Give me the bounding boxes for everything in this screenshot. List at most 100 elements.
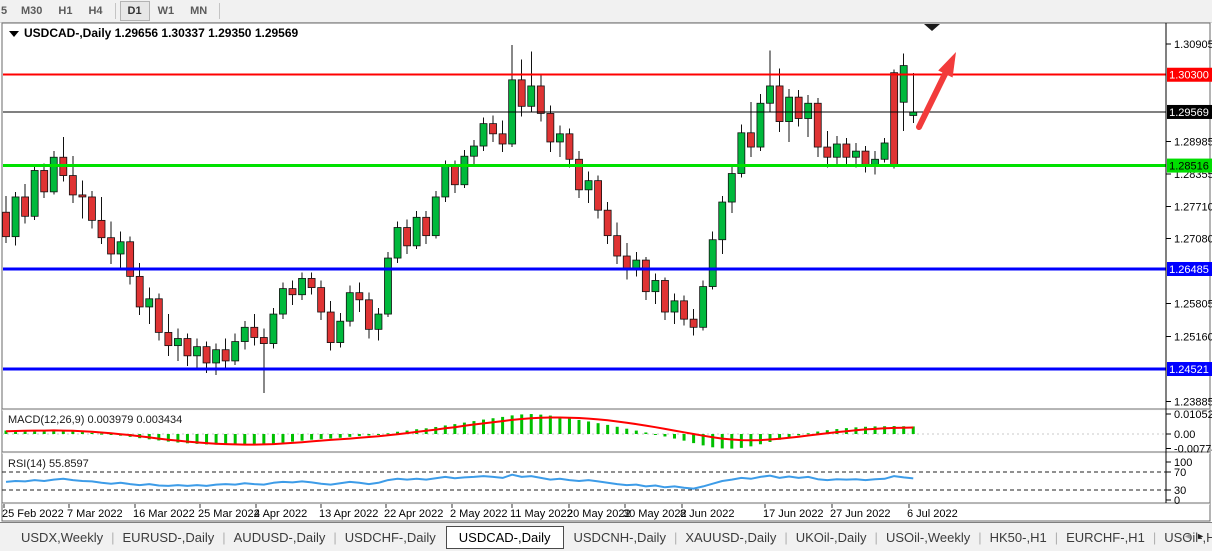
macd-histogram-bar — [883, 426, 887, 434]
macd-histogram-bar — [71, 431, 75, 434]
macd-histogram-bar — [23, 430, 27, 434]
candle-body — [40, 170, 49, 193]
candle-body — [355, 292, 364, 301]
macd-histogram-bar — [396, 431, 400, 434]
macd-histogram-bar — [510, 415, 514, 434]
tab-scroll-right-icon[interactable]: ► — [1196, 531, 1209, 541]
timeframe-button-w1[interactable]: W1 — [157, 5, 175, 17]
macd-histogram-bar — [482, 419, 485, 434]
candle-body — [403, 227, 412, 247]
price-badge — [1167, 67, 1212, 82]
tab-separator: | — [673, 529, 678, 545]
chart-tab-eurusd-daily[interactable]: EURUSD-,Daily — [122, 529, 215, 545]
macd-histogram-bar — [558, 416, 562, 434]
timeframe-button-m30[interactable]: M30 — [21, 5, 43, 17]
macd-histogram-bar — [157, 434, 161, 441]
chart-tab-usoil-h[interactable]: USOil-,H — [1164, 529, 1212, 545]
candle-body — [632, 259, 641, 269]
price-badge — [1167, 158, 1212, 173]
macd-histogram-bar — [768, 434, 772, 442]
macd-histogram-bar — [701, 434, 705, 446]
date-tick-label: 20 May 2022 — [567, 508, 631, 520]
candle-body — [489, 123, 497, 135]
price-badge — [1167, 362, 1212, 377]
macd-histogram-bar — [625, 428, 629, 434]
candle-body — [699, 286, 708, 328]
candle-body — [384, 257, 392, 315]
macd-histogram-bar — [4, 430, 8, 434]
tab-separator: | — [784, 529, 788, 545]
macd-histogram-bar — [214, 434, 218, 445]
macd-histogram-bar — [367, 434, 371, 436]
macd-histogram-bar — [80, 432, 84, 434]
chart-dropdown-icon — [9, 31, 19, 37]
chart-tab-usdchf-daily[interactable]: USDCHF-,Daily — [344, 529, 436, 545]
candle-body — [374, 313, 383, 330]
price-badge — [1167, 262, 1212, 276]
macd-histogram-bar — [243, 434, 247, 445]
date-tick-label: 25 Mar 2022 — [198, 508, 260, 520]
candle-body — [852, 150, 860, 158]
candle-body — [164, 331, 173, 347]
macd-histogram-bar — [386, 433, 390, 435]
candle-body — [212, 349, 221, 364]
macd-histogram-bar — [348, 434, 352, 437]
timeframe-button-mn[interactable]: MN — [190, 5, 208, 17]
candle-body — [202, 346, 211, 364]
chart-title: USDCAD-,Daily 1.29656 1.30337 1.29350 1.… — [24, 26, 299, 40]
chart-tab-audusd-daily[interactable]: AUDUSD-,Daily — [233, 529, 326, 545]
tab-scroll-left-icon[interactable]: ◄ — [1183, 531, 1197, 541]
date-tick-label: 2 May 2022 — [450, 508, 507, 520]
macd-histogram-bar — [577, 419, 581, 434]
rsi-tick-label: 30 — [1174, 485, 1186, 497]
chart-tab-xauusd-daily[interactable]: XAUUSD-,Daily — [685, 529, 777, 545]
macd-histogram-bar — [902, 426, 906, 434]
toolbar-separator — [219, 3, 221, 19]
macd-histogram-bar — [682, 434, 686, 441]
chart-shift-marker-icon — [924, 24, 940, 31]
macd-histogram-bar — [319, 434, 323, 439]
timeframe-button-5[interactable]: 5 — [1, 5, 8, 17]
candle-body — [479, 123, 488, 147]
candle-body — [221, 349, 230, 362]
timeframe-button-h1[interactable]: H1 — [58, 5, 73, 17]
chart-tab-ukoil-daily[interactable]: UKOil-,Daily — [795, 529, 867, 545]
candle-body — [11, 196, 20, 238]
timeframe-button-d1[interactable]: D1 — [119, 1, 150, 21]
price-badge-label: 1.24521 — [1169, 364, 1209, 376]
macd-histogram-bar — [271, 434, 275, 444]
timeframe-button-h4[interactable]: H4 — [88, 5, 103, 17]
candle-body — [250, 326, 259, 338]
chart-tab-hk50-h1[interactable]: HK50-,H1 — [989, 529, 1047, 545]
macd-tick-label: 0.00 — [1174, 429, 1195, 441]
macd-histogram-bar — [778, 434, 782, 440]
macd-histogram-bar — [262, 434, 266, 445]
candle-body — [193, 346, 201, 357]
chart-tab-usdcad-daily[interactable]: USDCAD-,Daily — [445, 525, 564, 549]
date-tick-label: 25 Feb 2022 — [2, 508, 64, 520]
candle-body — [431, 196, 440, 237]
macd-indicator-label: MACD(12,26,9) 0.003979 0.003434 — [8, 414, 182, 426]
chart-tab-usdcnh-daily[interactable]: USDCNH-,Daily — [573, 529, 666, 545]
macd-histogram-bar — [453, 424, 457, 434]
macd-histogram-bar — [548, 415, 552, 434]
candle-body — [823, 146, 832, 158]
macd-histogram-bar — [806, 433, 810, 435]
macd-histogram-bar — [673, 434, 676, 439]
macd-histogram-bar — [443, 425, 447, 434]
macd-histogram-bar — [720, 434, 724, 449]
candle-body — [279, 288, 287, 315]
macd-histogram-bar — [644, 432, 648, 434]
macd-histogram-bar — [730, 434, 734, 449]
macd-histogram-bar — [615, 426, 619, 434]
chart-tab-usoil-weekly[interactable]: USOil-,Weekly — [885, 529, 971, 545]
macd-histogram-bar — [892, 426, 896, 434]
candle-body — [259, 337, 268, 344]
chart-tab-usdx-weekly[interactable]: USDX,Weekly — [21, 529, 104, 545]
chart-tab-eurchf-h1[interactable]: EURCHF-,H1 — [1066, 529, 1145, 545]
candle-body — [909, 111, 918, 116]
symbol-tab-bar: USDX,Weekly | EURUSD-,Daily | AUDUSD-,Daily |… — [0, 522, 1212, 551]
macd-histogram-bar — [520, 414, 524, 434]
